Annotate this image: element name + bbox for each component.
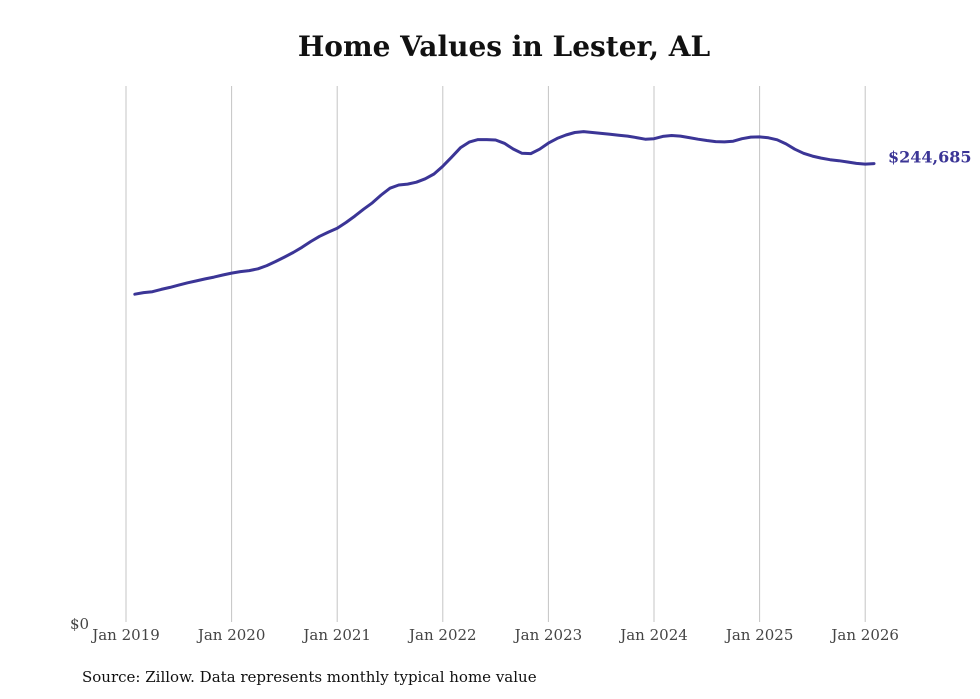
- home-value-line: [133, 130, 876, 296]
- x-tick-label: Jan 2025: [724, 626, 794, 644]
- x-tick-label: Jan 2020: [196, 626, 266, 644]
- chart-title: Home Values in Lester, AL: [297, 30, 711, 63]
- x-tick-label: Jan 2023: [513, 626, 583, 644]
- x-tick-label: Jan 2021: [301, 626, 371, 644]
- x-tick-label: Jan 2026: [829, 626, 899, 644]
- line-chart: Jan 2019 Jan 2020 Jan 2021 Jan 2022 Jan 2023…: [70, 86, 972, 644]
- x-tick-label: Jan 2022: [407, 626, 477, 644]
- y-axis-zero-label: $0: [70, 615, 89, 633]
- latest-value-label: $244,685: [888, 148, 972, 167]
- x-axis-ticks: Jan 2019 Jan 2020 Jan 2021 Jan 2022 Jan 2023…: [90, 626, 899, 644]
- vertical-grid: [125, 86, 866, 622]
- source-note: Source: Zillow. Data represents monthly …: [82, 668, 537, 686]
- x-tick-label: Jan 2019: [90, 626, 160, 644]
- x-tick-label: Jan 2024: [618, 626, 688, 644]
